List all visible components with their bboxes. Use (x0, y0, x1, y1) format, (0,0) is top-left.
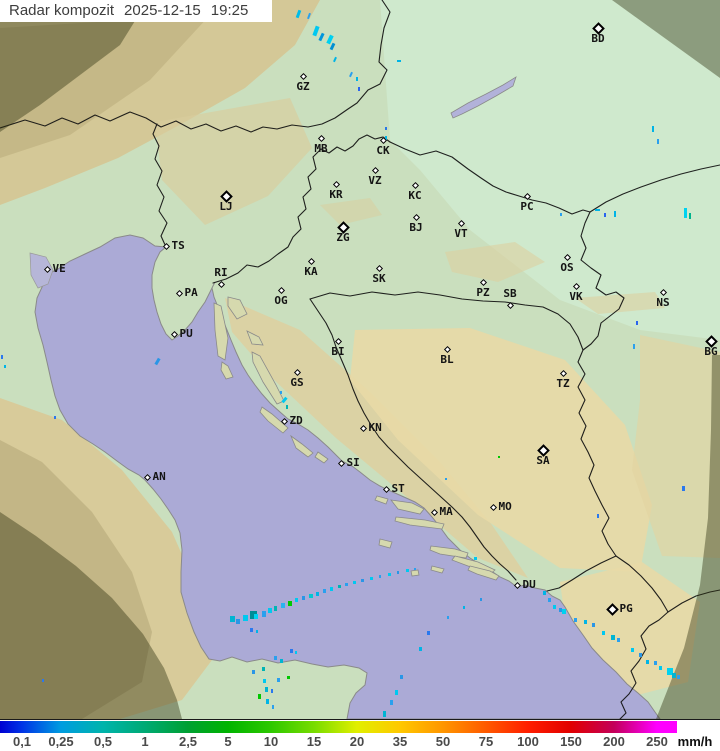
legend-tick: 0,5 (93, 734, 113, 749)
product-title: Radar kompozit (9, 2, 115, 19)
legend-tick: 5 (224, 734, 232, 749)
intensity-legend: mm/h 0,1 0,25 0,5 1 2,5 5 10 15 20 35 50 75 100 150 20… (0, 719, 720, 751)
legend-tick: 0,25 (48, 734, 74, 749)
legend-tick: 200 (603, 734, 625, 749)
legend-tick: 2,5 (178, 734, 198, 749)
legend-tick: 1 (141, 734, 149, 749)
slovenia-mountains (155, 98, 312, 225)
medvednica-hills (320, 198, 382, 225)
legend-tick: 15 (306, 734, 322, 749)
venetian-lagoon (29, 252, 54, 289)
radar-coverage-shadow (0, 0, 720, 719)
country-borders (0, 0, 720, 719)
legend-tick: 50 (435, 734, 451, 749)
lake-balaton (450, 76, 517, 119)
legend-tick: 35 (392, 734, 408, 749)
legend-tick: 20 (349, 734, 365, 749)
product-time: 19:25 (210, 2, 249, 19)
title-bar: Radar kompozit 2025-12-15 19:25 (0, 0, 272, 22)
intensity-gradient-bar (0, 721, 677, 733)
legend-tick: 0,1 (12, 734, 32, 749)
legend-tick: 100 (517, 734, 539, 749)
serbia-hills (632, 335, 720, 558)
legend-tick: 250 (646, 734, 668, 749)
legend-tick: 75 (478, 734, 494, 749)
map-graphics (0, 0, 720, 719)
adriatic-islands (213, 296, 500, 581)
legend-tick: 150 (560, 734, 582, 749)
legend-tick: 10 (263, 734, 279, 749)
pannonian-plain (380, 0, 720, 340)
slavonia-hills (445, 242, 545, 282)
bosnia-mountains (350, 328, 652, 572)
fruska-gora (575, 292, 665, 314)
radar-map: BD GZ MB CK VZ KR KC PC LJ ZG BJ VT TS OS RI VE PA KA SK PZ… (0, 0, 720, 719)
product-date: 2025-12-15 (124, 2, 201, 19)
adriatic-sea (34, 234, 661, 719)
legend-unit-label: mm/h (677, 734, 713, 749)
apennines-ridge (0, 440, 152, 719)
